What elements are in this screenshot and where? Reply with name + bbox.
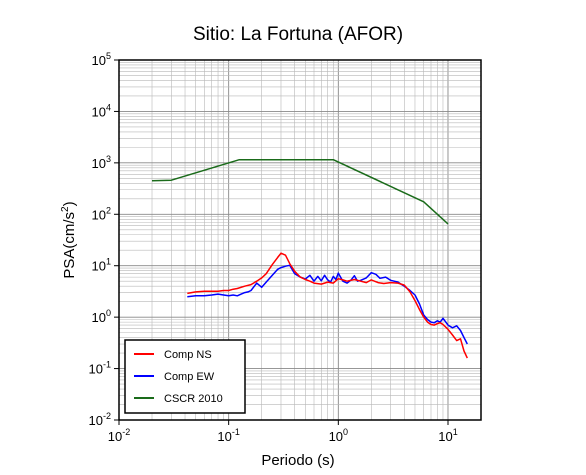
y-tick-label: 102 (92, 205, 111, 222)
y-tick-label: 10-2 (89, 411, 111, 428)
chart-title: Sitio: La Fortuna (AFOR) (193, 24, 403, 45)
x-tick-label: 101 (438, 427, 457, 444)
x-tick-label: 10-2 (108, 427, 130, 444)
legend-label: CSCR 2010 (164, 393, 223, 405)
y-tick-labels: 10-2 10-1 100 101 102 103 104 105 (89, 51, 119, 428)
y-tick-label: 103 (92, 154, 111, 171)
plot-frame (118, 59, 482, 421)
x-tick-label: 10-1 (217, 427, 239, 444)
legend-label: Comp EW (164, 371, 215, 383)
y-axis-label-end: ) (61, 201, 78, 206)
legend: Comp NS Comp EW CSCR 2010 (124, 339, 246, 414)
y-tick-label: 104 (92, 102, 111, 119)
legend-label: Comp NS (164, 349, 212, 361)
x-axis-label: Periodo (s) (261, 452, 334, 469)
series-line-comp-ew (187, 264, 468, 345)
y-tick-label: 101 (92, 257, 111, 274)
y-axis-label-main: PSA(cm/s (61, 212, 78, 279)
series-layer (151, 158, 468, 359)
y-tick-label: 105 (92, 51, 111, 68)
x-tick-label: 100 (329, 427, 348, 444)
grid (118, 59, 482, 421)
x-tick-labels: 10-2 10-1 100 101 (108, 420, 458, 444)
y-tick-label: 100 (92, 308, 111, 325)
series-line-cscr-2010 (151, 158, 449, 225)
y-axis-label-sup: 2 (60, 206, 71, 212)
y-axis-label: PSA(cm/s2) (60, 201, 78, 278)
series-line-comp-ns (187, 252, 468, 359)
y-tick-label: 10-1 (89, 360, 111, 377)
